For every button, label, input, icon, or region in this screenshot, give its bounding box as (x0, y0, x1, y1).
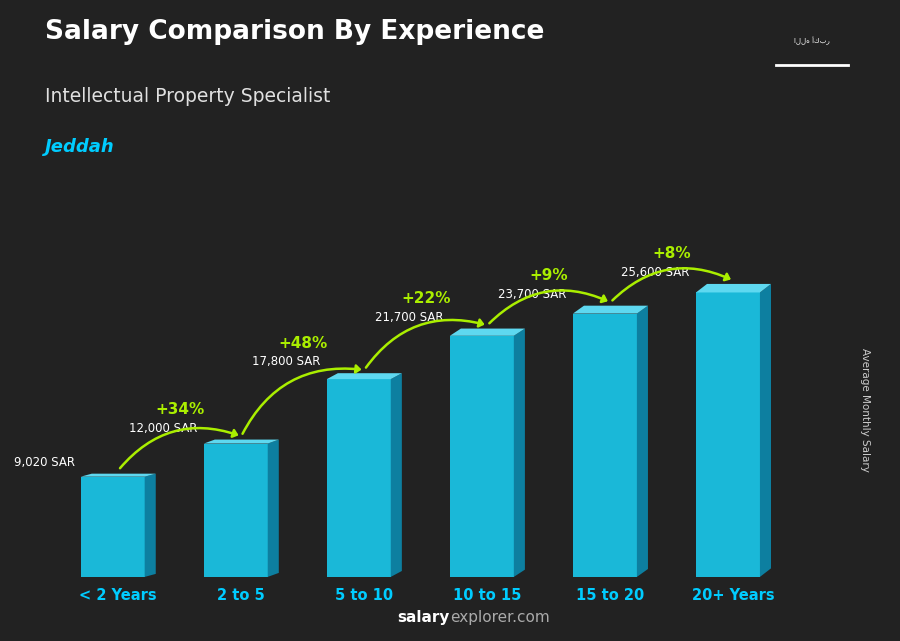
Polygon shape (267, 440, 279, 577)
Polygon shape (696, 292, 760, 577)
Polygon shape (637, 306, 648, 577)
Polygon shape (327, 379, 391, 577)
Text: Intellectual Property Specialist: Intellectual Property Specialist (45, 87, 330, 106)
Polygon shape (81, 477, 145, 577)
Polygon shape (573, 313, 637, 577)
Polygon shape (391, 373, 402, 577)
Polygon shape (760, 284, 771, 577)
Polygon shape (327, 373, 402, 379)
Text: Jeddah: Jeddah (45, 138, 115, 156)
Text: Salary Comparison By Experience: Salary Comparison By Experience (45, 19, 544, 46)
Text: 17,800 SAR: 17,800 SAR (252, 355, 320, 368)
Polygon shape (696, 284, 771, 292)
Text: Average Monthly Salary: Average Monthly Salary (860, 348, 870, 472)
Polygon shape (514, 329, 525, 577)
Polygon shape (81, 474, 156, 477)
Text: +8%: +8% (652, 246, 691, 262)
Text: 25,600 SAR: 25,600 SAR (621, 266, 689, 279)
Polygon shape (203, 444, 267, 577)
Text: +22%: +22% (401, 291, 451, 306)
Text: 9,020 SAR: 9,020 SAR (14, 456, 75, 469)
Polygon shape (573, 306, 648, 313)
Text: الله أكبر: الله أكبر (795, 37, 830, 45)
Text: 23,700 SAR: 23,700 SAR (499, 288, 567, 301)
Text: +34%: +34% (155, 402, 204, 417)
Text: +48%: +48% (278, 336, 328, 351)
Text: 12,000 SAR: 12,000 SAR (130, 422, 198, 435)
Polygon shape (450, 336, 514, 577)
Polygon shape (145, 474, 156, 577)
Polygon shape (450, 329, 525, 336)
Text: +9%: +9% (529, 268, 568, 283)
Text: salary: salary (398, 610, 450, 625)
Text: explorer.com: explorer.com (450, 610, 550, 625)
Polygon shape (203, 440, 279, 444)
Text: 21,700 SAR: 21,700 SAR (375, 311, 444, 324)
